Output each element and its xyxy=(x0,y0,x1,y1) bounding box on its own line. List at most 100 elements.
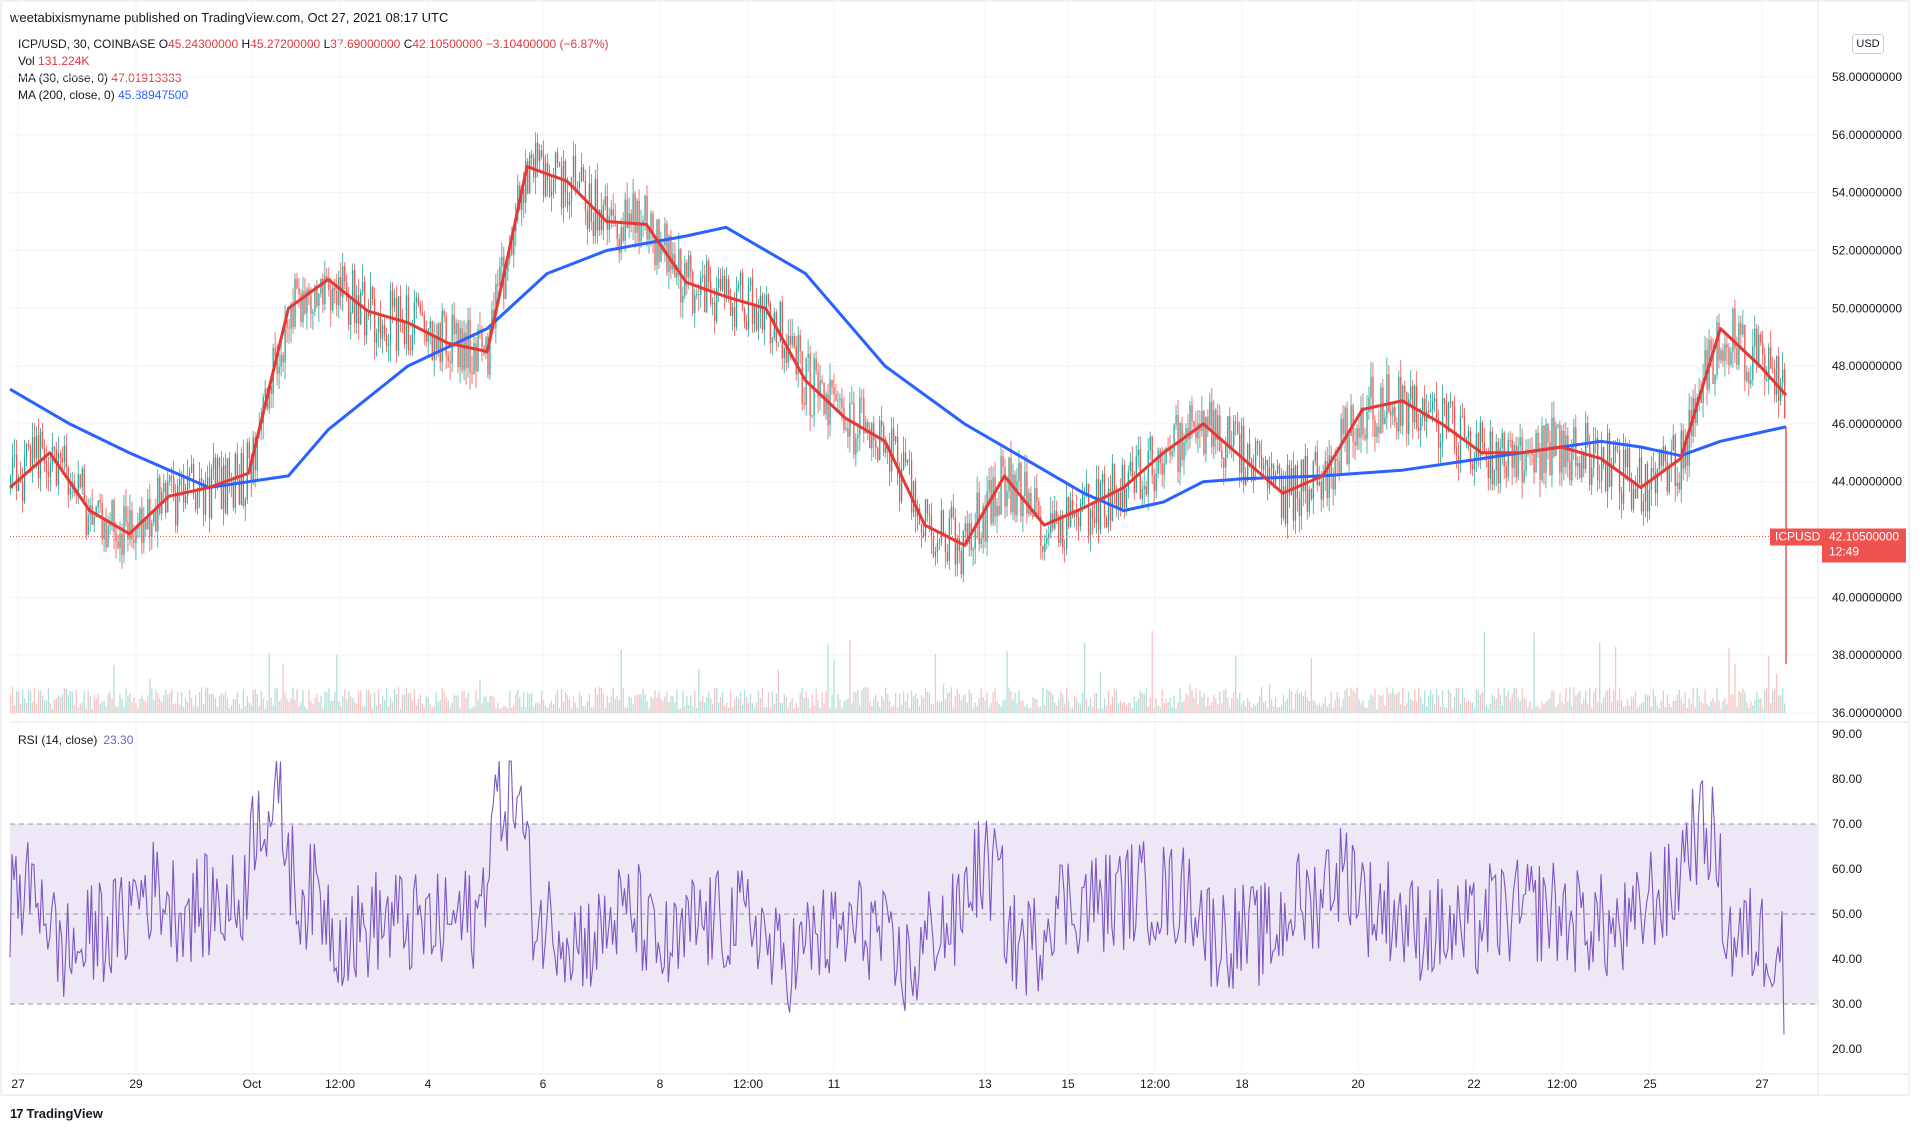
volume-bar xyxy=(1026,703,1028,713)
volume-bar xyxy=(1109,704,1112,713)
candle-body xyxy=(1034,488,1036,517)
candle-body xyxy=(286,319,288,328)
volume-bar xyxy=(747,702,750,713)
candle-body xyxy=(944,534,947,553)
volume-bar xyxy=(93,694,95,713)
volume-bar xyxy=(1517,697,1519,713)
volume-bar xyxy=(1752,705,1754,713)
candle-body xyxy=(1710,339,1712,351)
volume-bar xyxy=(578,692,581,713)
candle-body xyxy=(879,420,881,461)
volume-bar xyxy=(519,697,521,713)
candle-body xyxy=(1243,425,1245,485)
volume-bar xyxy=(1402,687,1404,713)
volume-bar xyxy=(950,687,953,713)
candle-body xyxy=(324,275,326,305)
volume-bar xyxy=(662,701,664,713)
volume-bar xyxy=(443,692,445,713)
volume-bar xyxy=(610,696,612,713)
candle-body xyxy=(1229,416,1231,450)
candle-body xyxy=(1183,442,1185,460)
candle-body xyxy=(1038,501,1040,517)
volume-bar xyxy=(787,707,789,713)
currency-button[interactable]: USD xyxy=(1852,34,1884,54)
candle-body xyxy=(910,460,913,513)
volume-bar xyxy=(509,690,511,713)
volume-bar xyxy=(192,706,195,713)
volume-bar xyxy=(185,698,187,713)
candle-body xyxy=(974,524,976,549)
candle-body xyxy=(1541,425,1543,480)
volume-bar xyxy=(397,687,400,713)
candle-body xyxy=(1501,432,1503,449)
candle-body xyxy=(1294,465,1297,521)
volume-bar xyxy=(823,703,825,713)
candle-body xyxy=(1207,416,1209,427)
candle-body xyxy=(554,152,557,180)
volume-bar xyxy=(190,698,193,713)
candle-body xyxy=(737,284,740,289)
volume-bar xyxy=(123,706,125,713)
candle-body xyxy=(340,277,342,297)
candle-body xyxy=(1398,376,1400,432)
volume-bar xyxy=(1302,696,1305,713)
candle-body xyxy=(1338,460,1340,473)
candle-body xyxy=(936,542,939,552)
volume-bar xyxy=(1712,697,1714,713)
volume-bar xyxy=(1760,698,1762,713)
volume-bar xyxy=(1624,706,1627,713)
volume-bar xyxy=(710,698,712,713)
volume-bar xyxy=(381,695,384,713)
candle-body xyxy=(469,319,471,373)
volume-bar xyxy=(1628,705,1631,713)
volume-bar xyxy=(704,702,706,713)
volume-bar xyxy=(1489,704,1491,713)
candle-body xyxy=(704,275,706,313)
volume-bar xyxy=(1435,689,1438,713)
volume-bar xyxy=(986,692,988,713)
candle-body xyxy=(212,457,215,469)
volume-bar xyxy=(988,707,990,713)
volume-bar xyxy=(1670,707,1672,713)
candle-body xyxy=(55,449,58,486)
volume-bar xyxy=(1579,690,1581,713)
candle-body xyxy=(992,477,994,524)
volume-bar xyxy=(1750,700,1752,713)
candle-body xyxy=(1760,334,1762,344)
candle-body xyxy=(1720,350,1722,361)
volume-bar xyxy=(781,703,783,713)
volume-bar xyxy=(612,688,614,713)
candle-body xyxy=(1654,471,1657,494)
candle-body xyxy=(1646,464,1649,512)
candle-body xyxy=(179,479,181,486)
volume-bar xyxy=(1428,695,1430,713)
volume-bar xyxy=(833,659,835,713)
price-badge-symbol: ICPUSD xyxy=(1775,530,1821,544)
volume-bar xyxy=(37,690,40,713)
candle-body xyxy=(614,215,616,225)
volume-bar xyxy=(825,690,827,713)
candle-body xyxy=(763,308,766,330)
volume-bar xyxy=(867,687,869,713)
candle-body xyxy=(93,516,95,525)
volume-bar xyxy=(1463,697,1466,713)
volume-bar xyxy=(835,708,837,713)
rsi-line xyxy=(9,760,1785,1035)
candle-body xyxy=(1670,450,1672,467)
candle-body xyxy=(467,319,469,368)
tradingview-logo[interactable]: 17 TradingView xyxy=(10,1106,103,1121)
volume-bar xyxy=(256,694,258,713)
volume-bar xyxy=(1511,693,1513,713)
volume-bar xyxy=(1724,697,1726,713)
volume-bar xyxy=(266,700,268,713)
volume-bar xyxy=(1348,696,1350,713)
volume-bar xyxy=(960,699,962,713)
candle-body xyxy=(1441,397,1444,443)
candle-body xyxy=(314,286,316,312)
volume-bar xyxy=(839,699,841,713)
candle-body xyxy=(1169,448,1171,456)
volume-bar xyxy=(1455,688,1458,713)
volume-bar xyxy=(793,708,795,713)
candle-body xyxy=(383,325,386,336)
